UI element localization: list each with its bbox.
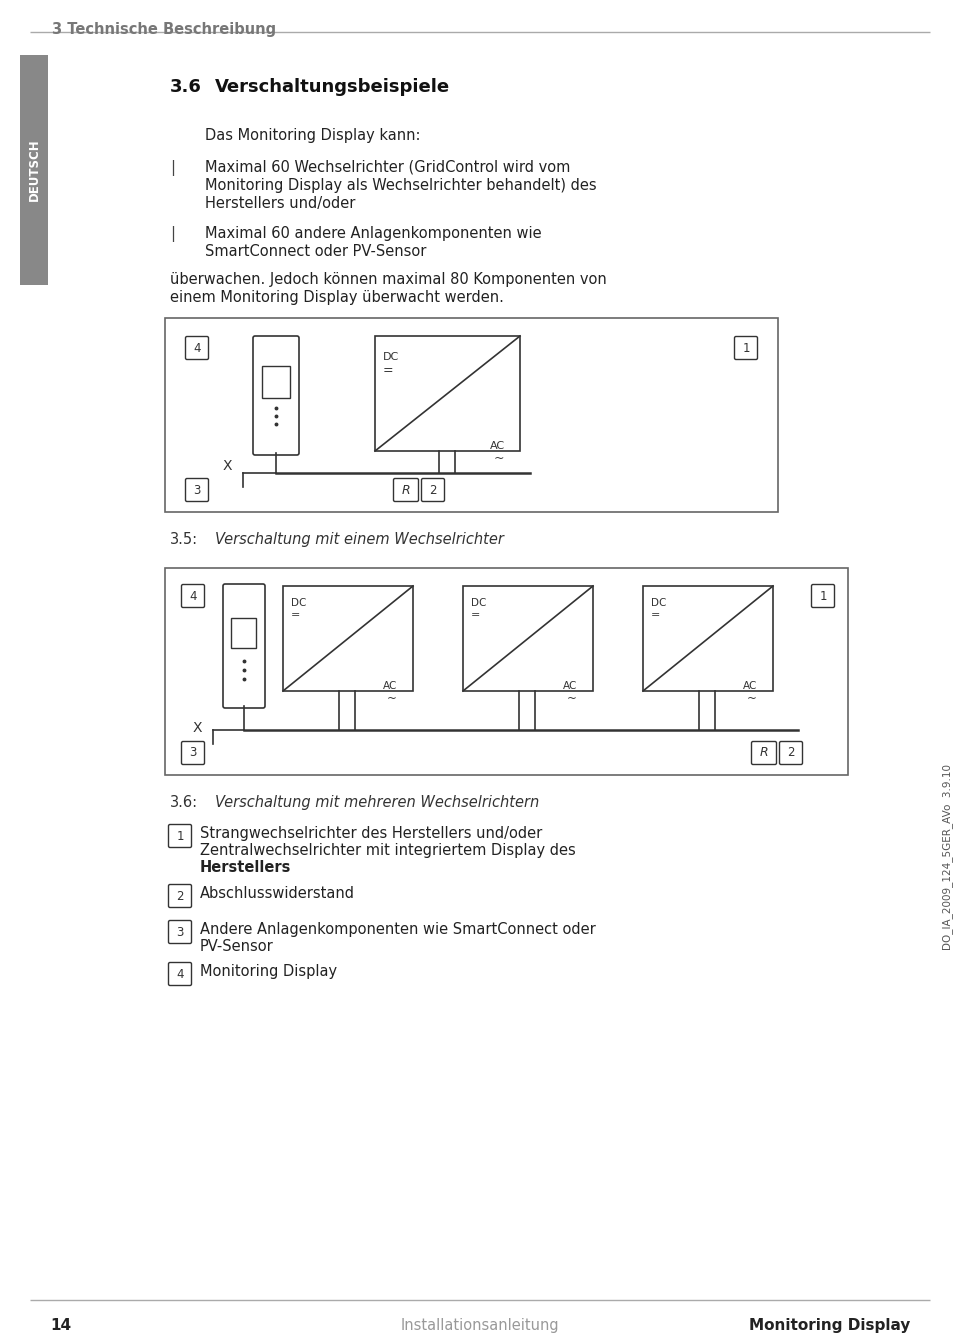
Text: Maximal 60 Wechselrichter (GridControl wird vom: Maximal 60 Wechselrichter (GridControl w… bbox=[205, 160, 570, 175]
FancyBboxPatch shape bbox=[185, 479, 208, 501]
Bar bbox=[375, 336, 520, 451]
Text: DO_IA_2009_124_5GER_AVo  3.9.10: DO_IA_2009_124_5GER_AVo 3.9.10 bbox=[943, 764, 953, 950]
Text: Monitoring Display: Monitoring Display bbox=[200, 964, 337, 978]
Text: AC: AC bbox=[563, 681, 577, 690]
Text: =: = bbox=[471, 611, 480, 620]
FancyBboxPatch shape bbox=[169, 921, 191, 944]
FancyBboxPatch shape bbox=[181, 741, 204, 765]
Text: 4: 4 bbox=[177, 968, 183, 981]
Bar bbox=[283, 587, 413, 690]
FancyBboxPatch shape bbox=[181, 584, 204, 608]
Text: ~: ~ bbox=[387, 692, 396, 705]
FancyBboxPatch shape bbox=[169, 825, 191, 848]
Bar bbox=[463, 587, 593, 690]
Text: Installationsanleitung: Installationsanleitung bbox=[400, 1318, 560, 1333]
Text: 3.6:: 3.6: bbox=[170, 794, 198, 810]
FancyBboxPatch shape bbox=[185, 336, 208, 360]
Text: Herstellers und/oder: Herstellers und/oder bbox=[205, 196, 355, 211]
Text: 14: 14 bbox=[50, 1318, 71, 1333]
Text: 4: 4 bbox=[189, 589, 197, 603]
Text: überwachen. Jedoch können maximal 80 Komponenten von: überwachen. Jedoch können maximal 80 Kom… bbox=[170, 272, 607, 287]
Text: X: X bbox=[193, 721, 203, 734]
Text: 3: 3 bbox=[193, 484, 201, 496]
Text: R: R bbox=[759, 746, 768, 760]
Text: 3: 3 bbox=[189, 746, 197, 760]
Text: ~: ~ bbox=[747, 692, 756, 705]
Text: Andere Anlagenkomponenten wie SmartConnect oder: Andere Anlagenkomponenten wie SmartConne… bbox=[200, 922, 596, 937]
Text: 1: 1 bbox=[177, 829, 183, 842]
Text: 2: 2 bbox=[429, 484, 437, 496]
Text: einem Monitoring Display überwacht werden.: einem Monitoring Display überwacht werde… bbox=[170, 291, 504, 305]
Bar bbox=[20, 55, 48, 285]
Text: DEUTSCH: DEUTSCH bbox=[28, 139, 40, 201]
Bar bbox=[643, 587, 773, 690]
FancyBboxPatch shape bbox=[169, 962, 191, 985]
Text: 4: 4 bbox=[193, 341, 201, 355]
Text: X: X bbox=[223, 459, 232, 473]
Text: R: R bbox=[401, 484, 410, 496]
Text: =: = bbox=[383, 364, 394, 377]
Text: 3.6: 3.6 bbox=[170, 79, 202, 96]
Text: SmartConnect oder PV-Sensor: SmartConnect oder PV-Sensor bbox=[205, 244, 426, 259]
Text: DC: DC bbox=[291, 599, 306, 608]
Text: 2: 2 bbox=[787, 746, 795, 760]
Text: AC: AC bbox=[383, 681, 397, 690]
Text: AC: AC bbox=[490, 441, 505, 451]
FancyBboxPatch shape bbox=[811, 584, 834, 608]
Text: Das Monitoring Display kann:: Das Monitoring Display kann: bbox=[205, 128, 420, 143]
Text: DC: DC bbox=[471, 599, 487, 608]
Text: Verschaltungsbeispiele: Verschaltungsbeispiele bbox=[215, 79, 450, 96]
Text: 3.5:: 3.5: bbox=[170, 532, 198, 547]
Text: DC: DC bbox=[651, 599, 666, 608]
FancyBboxPatch shape bbox=[780, 741, 803, 765]
Text: DC: DC bbox=[383, 352, 399, 363]
Text: Verschaltung mit einem Wechselrichter: Verschaltung mit einem Wechselrichter bbox=[215, 532, 504, 547]
Text: 2: 2 bbox=[177, 889, 183, 902]
Text: Monitoring Display als Wechselrichter behandelt) des: Monitoring Display als Wechselrichter be… bbox=[205, 179, 596, 193]
Text: ~: ~ bbox=[567, 692, 577, 705]
Text: Monitoring Display: Monitoring Display bbox=[749, 1318, 910, 1333]
Bar bbox=[165, 568, 848, 774]
Text: 3 Technische Beschreibung: 3 Technische Beschreibung bbox=[52, 23, 276, 37]
FancyBboxPatch shape bbox=[421, 479, 444, 501]
Bar bbox=[231, 619, 256, 648]
Text: AC: AC bbox=[743, 681, 757, 690]
Text: |: | bbox=[170, 160, 175, 176]
Text: ~: ~ bbox=[494, 452, 505, 465]
Text: 1: 1 bbox=[819, 589, 827, 603]
Bar bbox=[262, 367, 290, 399]
Text: Abschlusswiderstand: Abschlusswiderstand bbox=[200, 886, 355, 901]
FancyBboxPatch shape bbox=[752, 741, 777, 765]
Text: PV-Sensor: PV-Sensor bbox=[200, 938, 274, 954]
Text: Strangwechselrichter des Herstellers und/oder: Strangwechselrichter des Herstellers und… bbox=[200, 826, 542, 841]
Text: |: | bbox=[170, 227, 175, 243]
Bar bbox=[165, 319, 778, 512]
Text: 3: 3 bbox=[177, 925, 183, 938]
Text: Verschaltung mit mehreren Wechselrichtern: Verschaltung mit mehreren Wechselrichter… bbox=[215, 794, 540, 810]
FancyBboxPatch shape bbox=[253, 336, 299, 455]
Text: 1: 1 bbox=[742, 341, 750, 355]
FancyBboxPatch shape bbox=[223, 584, 265, 708]
FancyBboxPatch shape bbox=[734, 336, 757, 360]
Text: Maximal 60 andere Anlagenkomponenten wie: Maximal 60 andere Anlagenkomponenten wie bbox=[205, 227, 541, 241]
Text: Zentralwechselrichter mit integriertem Display des: Zentralwechselrichter mit integriertem D… bbox=[200, 842, 576, 858]
Text: Herstellers: Herstellers bbox=[200, 860, 292, 874]
Text: =: = bbox=[651, 611, 660, 620]
Text: =: = bbox=[291, 611, 300, 620]
FancyBboxPatch shape bbox=[169, 885, 191, 908]
FancyBboxPatch shape bbox=[394, 479, 419, 501]
